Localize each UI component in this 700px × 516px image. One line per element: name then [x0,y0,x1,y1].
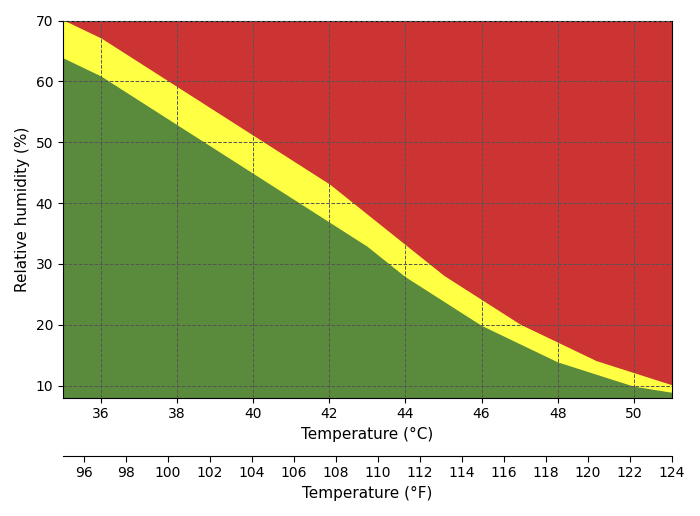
X-axis label: Temperature (°C): Temperature (°C) [301,427,433,442]
Y-axis label: Relative humidity (%): Relative humidity (%) [15,126,30,292]
X-axis label: Temperature (°F): Temperature (°F) [302,486,433,501]
